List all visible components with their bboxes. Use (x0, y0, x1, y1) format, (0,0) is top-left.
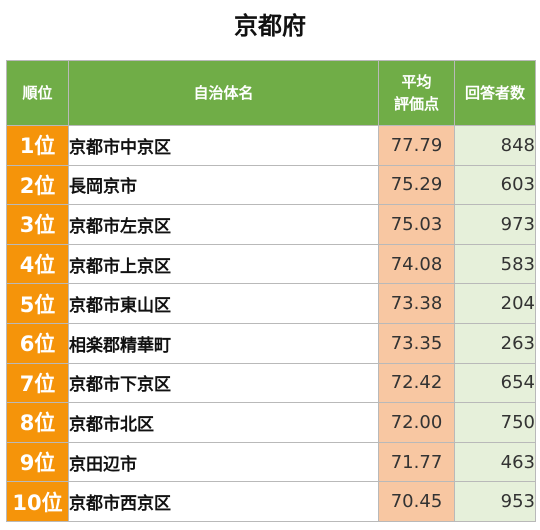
rank-cell: 2位 (6, 164, 69, 206)
municipality-name-cell: 京都市下京区 (68, 362, 379, 404)
municipality-name-cell: 相楽郡精華町 (68, 322, 379, 364)
table-row: 3位 京都市左京区 75.03 973 (6, 204, 536, 245)
average-score-cell: 72.42 (378, 362, 455, 404)
average-score-cell: 75.29 (378, 164, 455, 206)
table-row: 9位 京田辺市 71.77 463 (6, 441, 536, 483)
average-score-cell: 73.38 (378, 283, 455, 324)
municipality-name-cell: 京田辺市 (68, 441, 379, 483)
respondents-cell: 603 (454, 164, 536, 206)
header-rank: 順位 (6, 60, 69, 126)
rank-cell: 1位 (6, 125, 69, 166)
average-score-cell: 73.35 (378, 322, 455, 364)
rank-cell: 8位 (6, 402, 69, 443)
rank-cell: 4位 (6, 243, 69, 285)
table-row: 5位 京都市東山区 73.38 204 (6, 283, 536, 324)
rank-cell: 9位 (6, 441, 69, 483)
respondents-cell: 750 (454, 402, 536, 443)
respondents-cell: 848 (454, 125, 536, 166)
respondents-cell: 654 (454, 362, 536, 404)
municipality-name-cell: 京都市上京区 (68, 243, 379, 285)
rank-cell: 10位 (6, 481, 69, 522)
respondents-cell: 973 (454, 204, 536, 245)
municipality-name-cell: 京都市北区 (68, 402, 379, 443)
ranking-table: 順位 自治体名 平均 評価点 回答者数 1位 京都市中京区 77.79 848 2位 長岡… (6, 60, 536, 522)
table-row: 4位 京都市上京区 74.08 583 (6, 243, 536, 285)
table-row: 1位 京都市中京区 77.79 848 (6, 125, 536, 166)
table-row: 6位 相楽郡精華町 73.35 263 (6, 322, 536, 364)
rank-cell: 6位 (6, 322, 69, 364)
header-score: 平均 評価点 (378, 60, 455, 126)
average-score-cell: 75.03 (378, 204, 455, 245)
average-score-cell: 70.45 (378, 481, 455, 522)
table-row: 8位 京都市北区 72.00 750 (6, 402, 536, 443)
municipality-name-cell: 京都市西京区 (68, 481, 379, 522)
header-name: 自治体名 (68, 60, 379, 126)
average-score-cell: 71.77 (378, 441, 455, 483)
header-score-line2: 評価点 (393, 95, 439, 113)
table-row: 2位 長岡京市 75.29 603 (6, 164, 536, 206)
municipality-name-cell: 長岡京市 (68, 164, 379, 206)
table-row: 10位 京都市西京区 70.45 953 (6, 481, 536, 522)
average-score-cell: 72.00 (378, 402, 455, 443)
respondents-cell: 583 (454, 243, 536, 285)
respondents-cell: 953 (454, 481, 536, 522)
respondents-cell: 463 (454, 441, 536, 483)
respondents-cell: 204 (454, 283, 536, 324)
municipality-name-cell: 京都市東山区 (68, 283, 379, 324)
page-title: 京都府 (234, 12, 306, 40)
rank-cell: 7位 (6, 362, 69, 404)
municipality-name-cell: 京都市左京区 (68, 204, 379, 245)
table-row: 7位 京都市下京区 72.42 654 (6, 362, 536, 404)
rank-cell: 3位 (6, 204, 69, 245)
respondents-cell: 263 (454, 322, 536, 364)
header-respondents: 回答者数 (454, 60, 536, 126)
header-score-line1: 平均 (401, 73, 432, 91)
average-score-cell: 77.79 (378, 125, 455, 166)
header-row: 順位 自治体名 平均 評価点 回答者数 (6, 60, 536, 126)
rank-cell: 5位 (6, 283, 69, 324)
municipality-name-cell: 京都市中京区 (68, 125, 379, 166)
average-score-cell: 74.08 (378, 243, 455, 285)
